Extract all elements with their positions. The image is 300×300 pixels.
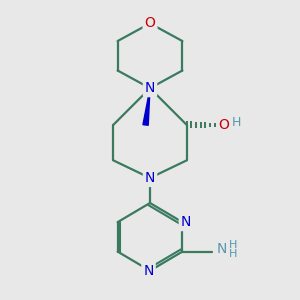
Text: N: N	[181, 215, 191, 229]
Text: N: N	[145, 81, 155, 95]
Text: H: H	[229, 249, 237, 259]
Text: O: O	[145, 16, 155, 30]
Text: H: H	[229, 239, 237, 250]
Text: N: N	[145, 171, 155, 185]
Text: N: N	[217, 242, 227, 256]
Text: N: N	[143, 264, 154, 278]
Text: O: O	[218, 118, 229, 132]
Polygon shape	[143, 88, 150, 125]
Text: H: H	[232, 116, 242, 128]
